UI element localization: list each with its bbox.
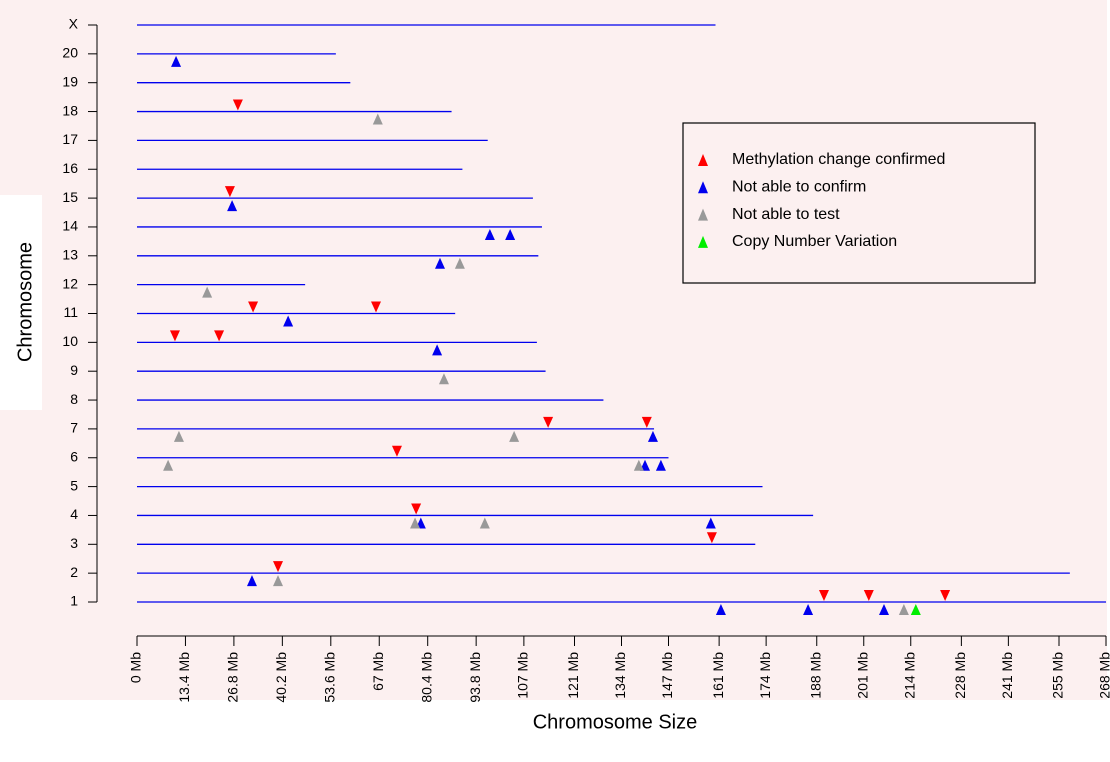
x-tick-label: 53.6 Mb [322,652,338,703]
marker [543,416,554,428]
y-tick-label: 2 [70,564,78,580]
marker [479,517,490,529]
marker [214,330,225,342]
marker [910,604,921,615]
y-tick-label: 14 [62,218,78,234]
marker [246,575,257,587]
marker [878,604,889,615]
legend-box [682,122,1036,284]
x-tick-label: 161 Mb [710,652,726,699]
marker [202,286,213,298]
marker [169,330,180,342]
x-tick-label: 121 Mb [565,652,581,699]
marker [411,503,422,515]
y-tick-label: 5 [70,477,78,493]
y-tick-label: 7 [70,420,78,436]
y-tick-label: 17 [62,131,78,147]
marker [509,430,520,442]
marker [370,301,381,313]
marker [803,604,814,615]
x-tick-label: 80.4 Mb [418,652,434,703]
y-tick-label: 6 [70,448,78,464]
legend-label: Not able to confirm [732,179,866,196]
marker [163,459,174,471]
x-tick-label: 201 Mb [854,652,870,699]
x-tick-label: 255 Mb [1050,652,1066,699]
x-tick-label: 147 Mb [659,652,675,699]
x-tick-label: 0 Mb [128,652,144,683]
x-tick-label: 93.8 Mb [467,652,483,703]
x-tick-label: 214 Mb [901,652,917,699]
legend-marker [698,181,708,194]
marker [283,315,294,327]
x-tick-label: 174 Mb [757,652,773,699]
x-tick-label: 268 Mb [1097,652,1110,699]
y-tick-label: 15 [62,189,78,205]
marker [863,590,874,601]
x-tick-label: 107 Mb [515,652,531,699]
x-tick-label: 228 Mb [952,652,968,699]
marker [227,200,238,212]
legend-label: Not able to test [732,206,840,223]
legend-marker [698,154,708,166]
marker [391,445,402,457]
y-tick-label: 8 [70,391,78,407]
marker [705,517,716,529]
marker [248,301,259,313]
y-tick-label: 1 [70,593,78,609]
marker [410,517,421,529]
marker [171,55,182,67]
legend-marker [698,235,708,248]
y-tick-label: 9 [70,362,78,378]
ylabel-bg [0,195,42,410]
marker [438,373,449,385]
y-tick-label: 10 [62,333,78,349]
marker [633,459,644,471]
legend-marker [698,208,708,221]
x-tick-label: 67 Mb [370,652,386,691]
x-tick-label: 40.2 Mb [273,652,289,703]
marker [898,604,909,615]
y-tick-label: 4 [70,506,78,522]
x-tick-label: 188 Mb [807,652,823,699]
x-tick-label: 26.8 Mb [225,652,241,703]
marker [372,113,383,125]
marker [232,99,243,111]
y-tick-label: 19 [62,73,78,89]
y-tick-label: 11 [63,304,78,320]
marker [454,257,465,269]
marker [224,186,235,198]
marker [641,416,652,428]
marker [706,532,717,544]
marker [647,430,658,442]
y-tick-label: 16 [62,160,78,176]
y-axis-label: Chromosome [14,242,36,362]
x-axis-label: Chromosome Size [533,711,698,733]
marker [818,590,829,601]
y-tick-label: 3 [70,535,78,551]
marker [273,575,284,587]
legend-label: Copy Number Variation [732,233,897,250]
y-tick-label: 12 [62,275,78,291]
marker [273,561,284,573]
background [0,0,1107,700]
x-tick-label: 241 Mb [999,652,1015,699]
marker [432,344,443,356]
y-tick-label: 20 [62,45,78,61]
marker [484,228,495,240]
marker [655,459,666,471]
y-tick-label: X [69,16,79,32]
marker [434,257,445,269]
marker [940,590,951,601]
marker [715,604,726,615]
y-tick-label: 13 [62,247,78,263]
marker [505,228,516,240]
legend-label: Methylation change confirmed [732,151,945,168]
x-tick-label: 134 Mb [612,652,628,699]
marker [173,430,184,442]
y-tick-label: 18 [62,102,78,118]
x-tick-label: 13.4 Mb [176,652,192,703]
